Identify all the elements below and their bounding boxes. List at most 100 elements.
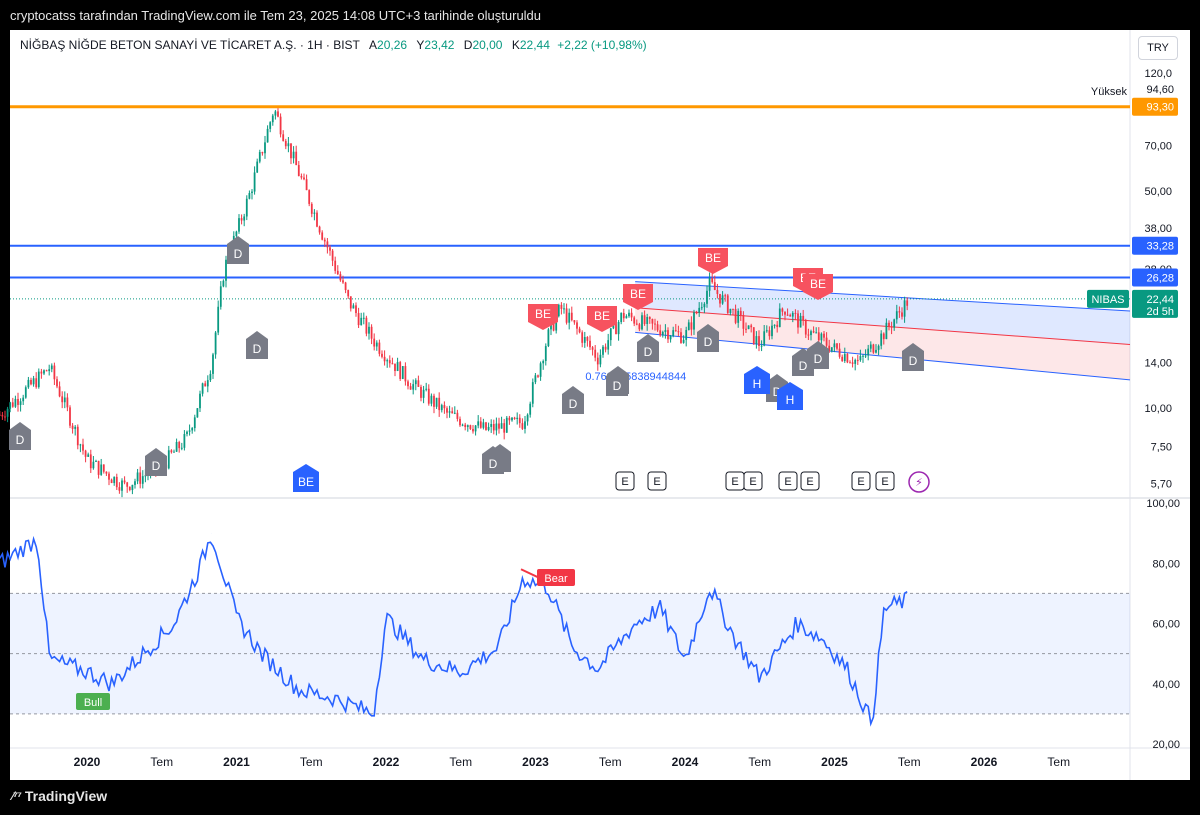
candle-body <box>87 454 90 457</box>
candle-body <box>336 270 339 275</box>
candle-body <box>570 312 573 321</box>
candle-body <box>625 316 628 319</box>
candle-body <box>108 473 110 480</box>
candle-body <box>222 280 225 287</box>
candle-body <box>648 317 651 319</box>
candle-body <box>321 232 324 240</box>
candle-body <box>243 216 246 221</box>
candle-body <box>422 389 425 398</box>
marker-e-label: E <box>731 476 738 488</box>
candle-body <box>170 450 173 453</box>
candle-body <box>716 290 719 294</box>
candle-body <box>352 305 355 309</box>
candle-body <box>326 241 329 248</box>
marker-e-box <box>647 471 667 491</box>
candle-body <box>110 479 113 484</box>
candle-body <box>586 337 589 341</box>
candle-body <box>9 402 12 409</box>
candle-body <box>48 369 51 372</box>
marker-e-box <box>743 471 763 491</box>
candle-body <box>635 323 638 325</box>
marker-d-label: D <box>814 352 823 366</box>
candle-body <box>581 332 584 343</box>
candle-body <box>256 161 259 173</box>
rsi-tick-label: 60,00 <box>1152 619 1180 631</box>
candle-body <box>786 314 789 316</box>
marker-e-label: E <box>621 476 628 488</box>
candle-body <box>277 111 279 117</box>
marker-be-shape <box>803 274 833 300</box>
dividend-marker-8: D <box>637 334 659 362</box>
candle-body <box>56 379 58 387</box>
candle-body <box>141 476 144 484</box>
symbol-info-line: NİĞBAŞ NİĞDE BETON SANAYİ VE TİCARET A.Ş… <box>20 38 647 52</box>
candle-body <box>802 315 805 321</box>
candle-body <box>43 370 45 374</box>
candle-body <box>687 322 690 331</box>
candle-body <box>214 332 217 355</box>
price-tick-label: 50,00 <box>1144 186 1172 198</box>
candle-body <box>14 398 17 407</box>
candle-body <box>552 321 555 331</box>
candle-body <box>329 247 331 251</box>
symbol-name[interactable]: NİĞBAŞ NİĞDE BETON SANAYİ VE TİCARET A.Ş… <box>20 38 360 52</box>
dividend-marker-3: D <box>246 331 268 359</box>
marker-d-label: D <box>234 247 243 261</box>
last-price-label: 22,44 <box>1146 294 1174 306</box>
candle-body <box>40 371 43 374</box>
candle-body <box>97 460 100 475</box>
candle-body <box>370 326 373 339</box>
candle-body <box>334 260 337 271</box>
rsi-tick-label: 20,00 <box>1152 739 1180 751</box>
candle-body <box>674 330 677 332</box>
rsi-tick-label: 80,00 <box>1152 558 1180 570</box>
candle-body <box>113 476 116 484</box>
candle-body <box>807 334 810 336</box>
candle-body <box>451 411 454 414</box>
candle-body <box>495 423 498 431</box>
currency-button[interactable]: TRY <box>1138 36 1178 60</box>
marker-be-shape <box>587 306 617 332</box>
candle-body <box>557 304 560 317</box>
be-marker-blue: BE <box>293 464 319 492</box>
candle-body <box>596 357 599 365</box>
candle-body <box>817 332 820 341</box>
earnings-marker-0: E <box>615 471 635 491</box>
candle-body <box>118 487 121 491</box>
candle-body <box>430 395 433 404</box>
candle-body <box>461 424 464 426</box>
candle-body <box>846 354 849 363</box>
price-tick-label: 7,50 <box>1151 442 1172 454</box>
candle-body <box>235 231 238 236</box>
candle-body <box>724 295 727 297</box>
candle-body <box>703 303 706 308</box>
candle-body <box>414 380 417 385</box>
marker-be-label: BE <box>535 307 551 321</box>
candle-body <box>357 313 360 326</box>
candle-body <box>833 343 836 348</box>
chart-frame: NİĞBAŞ NİĞDE BETON SANAYİ VE TİCARET A.Ş… <box>10 30 1190 780</box>
candle-body <box>711 278 714 283</box>
marker-e-label: E <box>784 476 791 488</box>
tradingview-logo[interactable]: ⁄⁷⁷ TradingView <box>12 788 107 804</box>
marker-blue-shape <box>777 382 803 410</box>
candle-body <box>435 397 438 407</box>
marker-e-box <box>778 471 798 491</box>
marker-d-label: D <box>704 335 713 349</box>
earnings-marker-6: E <box>851 471 871 491</box>
marker-be-shape <box>623 284 653 310</box>
candle-body <box>758 336 760 346</box>
marker-e-box <box>615 471 635 491</box>
candle-body <box>287 143 290 147</box>
candle-body <box>253 172 256 192</box>
candle-body <box>212 354 214 374</box>
candle-body <box>547 329 550 347</box>
candle-body <box>778 308 781 327</box>
flash-icon-glyph: ⚡ <box>915 476 923 489</box>
candle-body <box>677 331 680 333</box>
candle-body <box>459 418 461 426</box>
candle-body <box>776 324 779 327</box>
candle-body <box>669 336 672 340</box>
candle-body <box>453 412 456 414</box>
earnings-marker-2: E <box>725 471 745 491</box>
